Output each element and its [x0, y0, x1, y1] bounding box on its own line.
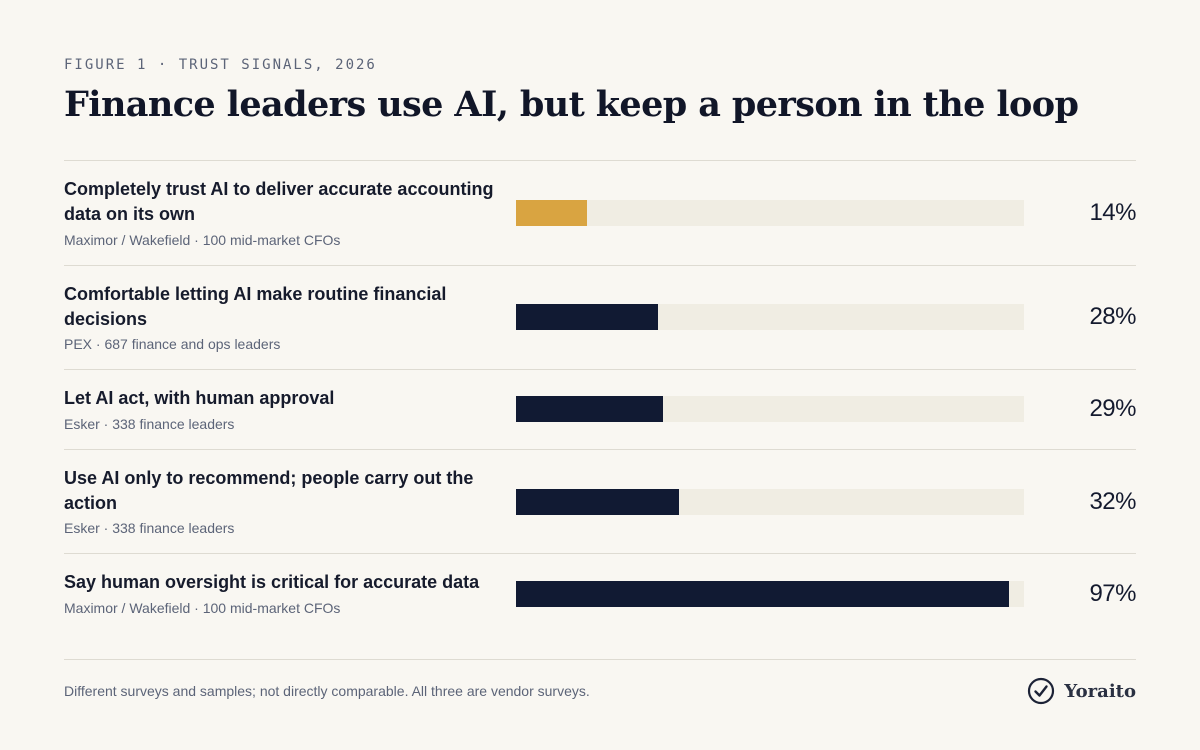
- figure: FIGURE 1 · TRUST SIGNALS, 2026 Finance l…: [64, 0, 1137, 750]
- value-label: 29%: [1089, 395, 1136, 422]
- figure-eyebrow: FIGURE 1 · TRUST SIGNALS, 2026: [64, 57, 377, 73]
- row-source: Esker · 338 finance leaders: [64, 520, 235, 536]
- brand-name: Yoraito: [1064, 680, 1136, 702]
- bar: [516, 581, 1009, 607]
- bar-track: [516, 304, 1024, 330]
- chart-row: Comfortable letting AI make routine fina…: [64, 266, 1137, 369]
- check-circle-icon: [1028, 677, 1055, 705]
- value-label: 14%: [1089, 199, 1136, 226]
- chart-row: Let AI act, with human approval Esker · …: [64, 370, 1137, 449]
- bar: [516, 200, 588, 226]
- page-title: Finance leaders use AI, but keep a perso…: [64, 84, 1079, 125]
- bar-track: [516, 200, 1024, 226]
- bar: [516, 396, 664, 422]
- bar-track: [516, 396, 1024, 422]
- row-label: Let AI act, with human approval: [64, 388, 335, 408]
- row-source: Maximor / Wakefield · 100 mid-market CFO…: [64, 600, 341, 616]
- divider: [64, 160, 1136, 161]
- value-label: 28%: [1089, 303, 1136, 330]
- chart-row: Completely trust AI to deliver accurate …: [64, 161, 1137, 265]
- value-label: 97%: [1089, 580, 1136, 607]
- bar-track: [516, 489, 1024, 515]
- divider: [64, 369, 1136, 370]
- divider: [64, 553, 1136, 554]
- divider: [64, 449, 1136, 450]
- chart-row: Use AI only to recommend; people carry o…: [64, 450, 1137, 553]
- footnote: Different surveys and samples; not direc…: [64, 683, 590, 699]
- divider: [64, 265, 1136, 266]
- value-label: 32%: [1089, 488, 1136, 515]
- row-label: Use AI only to recommend; people carry o…: [64, 468, 474, 513]
- bar-track: [516, 581, 1024, 607]
- chart-row: Say human oversight is critical for accu…: [64, 554, 1137, 634]
- divider: [64, 659, 1136, 660]
- row-source: PEX · 687 finance and ops leaders: [64, 336, 281, 352]
- row-label: Comfortable letting AI make routine fina…: [64, 284, 447, 329]
- brand-logo: Yoraito: [1027, 677, 1136, 705]
- row-label: Say human oversight is critical for accu…: [64, 572, 480, 592]
- row-source: Esker · 338 finance leaders: [64, 416, 235, 432]
- bar: [516, 489, 679, 515]
- row-source: Maximor / Wakefield · 100 mid-market CFO…: [64, 232, 341, 248]
- bar: [516, 304, 659, 330]
- row-label: Completely trust AI to deliver accurate …: [64, 179, 494, 224]
